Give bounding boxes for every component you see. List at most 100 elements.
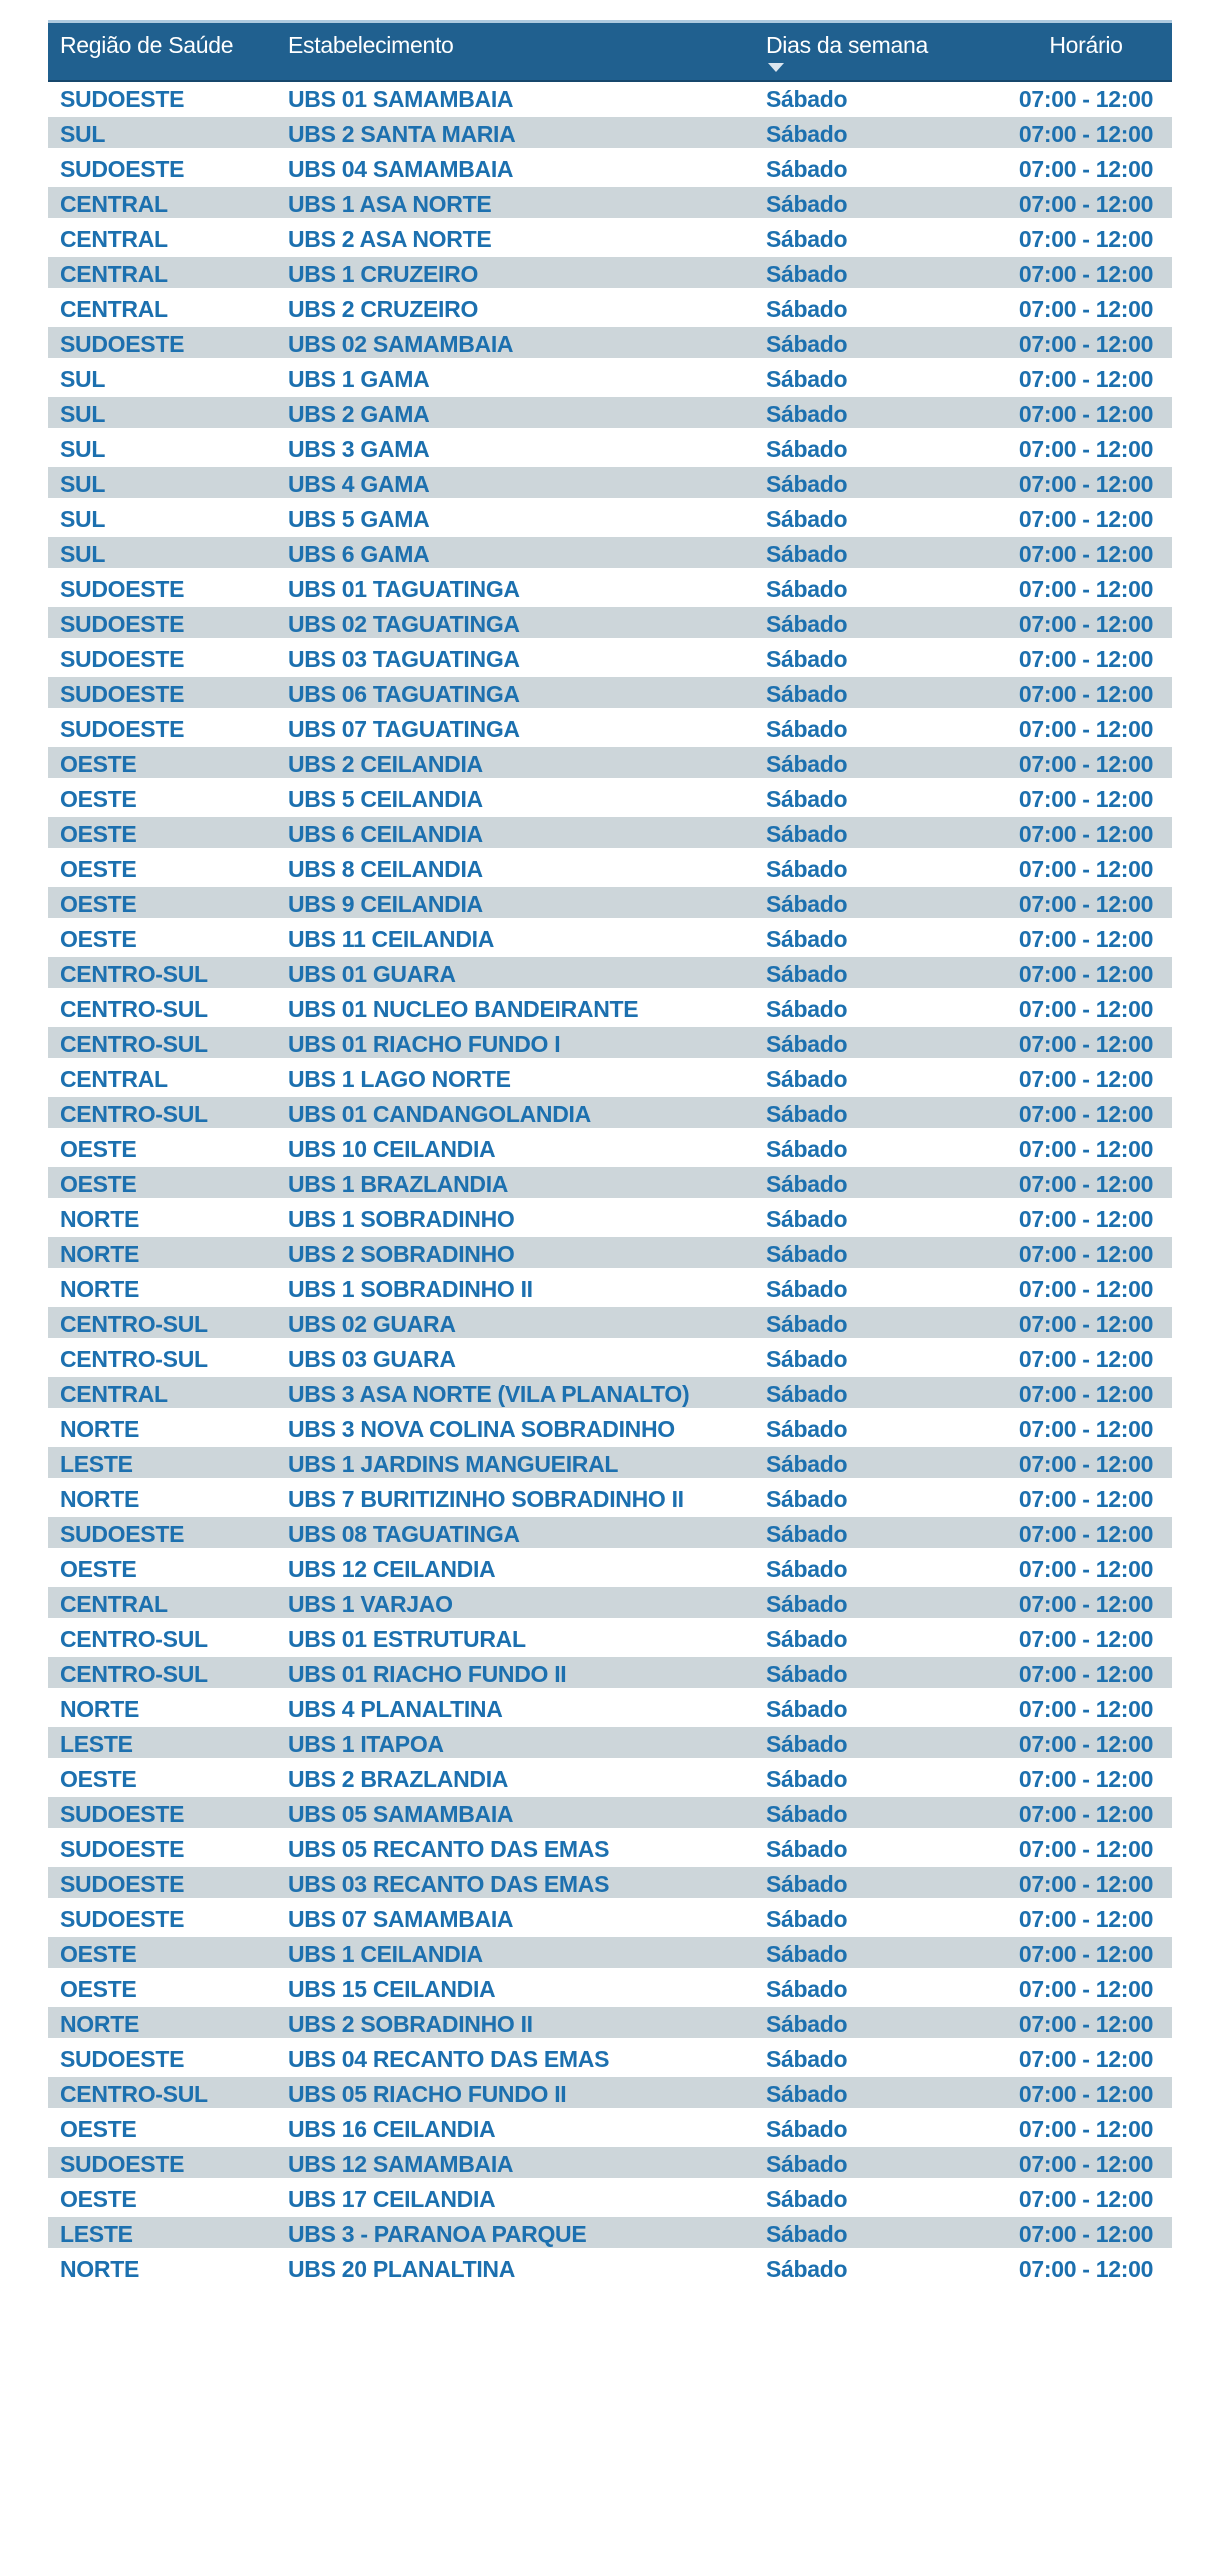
cell-estabelecimento: UBS 11 CEILANDIA <box>288 926 495 952</box>
table-row[interactable]: SUL UBS 6 GAMA Sábado 07:00 - 12:00 <box>48 537 1172 572</box>
table-row[interactable]: OESTE UBS 1 CEILANDIA Sábado 07:00 - 12:00 <box>48 1937 1172 1972</box>
table-row[interactable]: OESTE UBS 15 CEILANDIA Sábado 07:00 - 12:00 <box>48 1972 1172 2007</box>
table-row[interactable]: SUDOESTE UBS 04 SAMAMBAIA Sábado 07:00 - 12… <box>48 152 1172 187</box>
table-row[interactable]: CENTRAL UBS 1 CRUZEIRO Sábado 07:00 - 12:00 <box>48 257 1172 292</box>
table-row[interactable]: CENTRO-SUL UBS 01 RIACHO FUNDO I Sábado 07:… <box>48 1027 1172 1062</box>
cell-horario: 07:00 - 12:00 <box>1018 1206 1154 1232</box>
table-row[interactable]: CENTRO-SUL UBS 01 NUCLEO BANDEIRANTE Sábad… <box>48 992 1172 1027</box>
cell-regiao-de-saude: SUDOESTE <box>60 86 185 112</box>
cell-dias-da-semana: Sábado <box>766 926 848 952</box>
cell-horario: 07:00 - 12:00 <box>1018 1731 1154 1757</box>
cell-horario: 07:00 - 12:00 <box>1018 2081 1154 2107</box>
table-row[interactable]: OESTE UBS 10 CEILANDIA Sábado 07:00 - 12:00 <box>48 1132 1172 1167</box>
cell-regiao-de-saude: CENTRAL <box>60 296 168 322</box>
column-header-dias-da-semana[interactable]: Dias da semana <box>754 23 1000 80</box>
table-row[interactable]: CENTRAL UBS 3 ASA NORTE (VILA PLANALTO) Sá… <box>48 1377 1172 1412</box>
cell-dias-da-semana: Sábado <box>766 2221 848 2247</box>
table-row[interactable]: CENTRO-SUL UBS 05 RIACHO FUNDO II Sábado 07… <box>48 2077 1172 2112</box>
table-row[interactable]: OESTE UBS 2 CEILANDIA Sábado 07:00 - 12:00 <box>48 747 1172 782</box>
table-row[interactable]: SUDOESTE UBS 02 TAGUATINGA Sábado 07:00 - 1… <box>48 607 1172 642</box>
cell-horario: 07:00 - 12:00 <box>1018 121 1154 147</box>
table-row[interactable]: SUL UBS 2 GAMA Sábado 07:00 - 12:00 <box>48 397 1172 432</box>
cell-estabelecimento: UBS 01 SAMAMBAIA <box>288 86 514 112</box>
cell-regiao-de-saude: CENTRAL <box>60 191 168 217</box>
table-row[interactable]: SUDOESTE UBS 06 TAGUATINGA Sábado 07:00 - 1… <box>48 677 1172 712</box>
table-row[interactable]: NORTE UBS 1 SOBRADINHO Sábado 07:00 - 12:00 <box>48 1202 1172 1237</box>
table-row[interactable]: SUL UBS 1 GAMA Sábado 07:00 - 12:00 <box>48 362 1172 397</box>
cell-estabelecimento: UBS 5 CEILANDIA <box>288 786 483 812</box>
table-row[interactable]: SUDOESTE UBS 07 SAMAMBAIA Sábado 07:00 - 12… <box>48 1902 1172 1937</box>
table-row[interactable]: OESTE UBS 8 CEILANDIA Sábado 07:00 - 12:00 <box>48 852 1172 887</box>
cell-regiao-de-saude: OESTE <box>60 1556 137 1582</box>
sort-descending-icon <box>768 63 784 72</box>
table-row[interactable]: CENTRO-SUL UBS 02 GUARA Sábado 07:00 - 12:0… <box>48 1307 1172 1342</box>
table-row[interactable]: OESTE UBS 6 CEILANDIA Sábado 07:00 - 12:00 <box>48 817 1172 852</box>
table-row[interactable]: SUDOESTE UBS 01 SAMAMBAIA Sábado 07:00 - 12… <box>48 82 1172 117</box>
table-row[interactable]: SUDOESTE UBS 02 SAMAMBAIA Sábado 07:00 - 12… <box>48 327 1172 362</box>
table-row[interactable]: CENTRO-SUL UBS 01 RIACHO FUNDO II Sábado 07… <box>48 1657 1172 1692</box>
cell-horario: 07:00 - 12:00 <box>1018 191 1154 217</box>
cell-estabelecimento: UBS 06 TAGUATINGA <box>288 681 520 707</box>
table-row[interactable]: OESTE UBS 16 CEILANDIA Sábado 07:00 - 12:00 <box>48 2112 1172 2147</box>
table-row[interactable]: SUDOESTE UBS 05 SAMAMBAIA Sábado 07:00 - 12… <box>48 1797 1172 1832</box>
column-header-regiao-de-saude[interactable]: Região de Saúde <box>48 23 276 80</box>
table-row[interactable]: SUL UBS 2 SANTA MARIA Sábado 07:00 - 12:00 <box>48 117 1172 152</box>
cell-estabelecimento: UBS 02 GUARA <box>288 1311 456 1337</box>
table-row[interactable]: LESTE UBS 1 ITAPOA Sábado 07:00 - 12:00 <box>48 1727 1172 1762</box>
cell-estabelecimento: UBS 4 PLANALTINA <box>288 1696 503 1722</box>
table-row[interactable]: CENTRAL UBS 1 VARJAO Sábado 07:00 - 12:00 <box>48 1587 1172 1622</box>
cell-estabelecimento: UBS 07 TAGUATINGA <box>288 716 520 742</box>
table-row[interactable]: OESTE UBS 11 CEILANDIA Sábado 07:00 - 12:00 <box>48 922 1172 957</box>
table-row[interactable]: SUL UBS 5 GAMA Sábado 07:00 - 12:00 <box>48 502 1172 537</box>
table-row[interactable]: NORTE UBS 7 BURITIZINHO SOBRADINHO II Sába… <box>48 1482 1172 1517</box>
table-row[interactable]: CENTRAL UBS 1 LAGO NORTE Sábado 07:00 - 12:… <box>48 1062 1172 1097</box>
table-row[interactable]: CENTRO-SUL UBS 03 GUARA Sábado 07:00 - 12:0… <box>48 1342 1172 1377</box>
table-row[interactable]: SUL UBS 4 GAMA Sábado 07:00 - 12:00 <box>48 467 1172 502</box>
table-row[interactable]: CENTRO-SUL UBS 01 ESTRUTURAL Sábado 07:00 -… <box>48 1622 1172 1657</box>
table-row[interactable]: NORTE UBS 2 SOBRADINHO II Sábado 07:00 - 12… <box>48 2007 1172 2042</box>
table-row[interactable]: NORTE UBS 4 PLANALTINA Sábado 07:00 - 12:00 <box>48 1692 1172 1727</box>
table-row[interactable]: SUDOESTE UBS 08 TAGUATINGA Sábado 07:00 - 1… <box>48 1517 1172 1552</box>
table-row[interactable]: NORTE UBS 2 SOBRADINHO Sábado 07:00 - 12:00 <box>48 1237 1172 1272</box>
cell-horario: 07:00 - 12:00 <box>1018 1416 1154 1442</box>
table-row[interactable]: LESTE UBS 3 - PARANOA PARQUE Sábado 07:00 -… <box>48 2217 1172 2252</box>
cell-estabelecimento: UBS 2 SANTA MARIA <box>288 121 516 147</box>
ubs-schedule-table: Região de Saúde Estabelecimento Dias da … <box>48 20 1172 2287</box>
table-row[interactable]: SUL UBS 3 GAMA Sábado 07:00 - 12:00 <box>48 432 1172 467</box>
column-header-horario[interactable]: Horário <box>1000 23 1172 80</box>
cell-dias-da-semana: Sábado <box>766 1696 848 1722</box>
table-row[interactable]: CENTRAL UBS 2 ASA NORTE Sábado 07:00 - 12:0… <box>48 222 1172 257</box>
table-row[interactable]: OESTE UBS 17 CEILANDIA Sábado 07:00 - 12:00 <box>48 2182 1172 2217</box>
cell-horario: 07:00 - 12:00 <box>1018 786 1154 812</box>
cell-horario: 07:00 - 12:00 <box>1018 996 1154 1022</box>
cell-horario: 07:00 - 12:00 <box>1018 2046 1154 2072</box>
table-row[interactable]: CENTRO-SUL UBS 01 GUARA Sábado 07:00 - 12:0… <box>48 957 1172 992</box>
table-row[interactable]: OESTE UBS 2 BRAZLANDIA Sábado 07:00 - 12:00 <box>48 1762 1172 1797</box>
cell-estabelecimento: UBS 01 NUCLEO BANDEIRANTE <box>288 996 639 1022</box>
table-row[interactable]: NORTE UBS 20 PLANALTINA Sábado 07:00 - 12:0… <box>48 2252 1172 2287</box>
table-row[interactable]: OESTE UBS 12 CEILANDIA Sábado 07:00 - 12:00 <box>48 1552 1172 1587</box>
cell-regiao-de-saude: CENTRO-SUL <box>60 1031 208 1057</box>
table-row[interactable]: SUDOESTE UBS 12 SAMAMBAIA Sábado 07:00 - 12… <box>48 2147 1172 2182</box>
cell-horario: 07:00 - 12:00 <box>1018 1031 1154 1057</box>
column-header-estabelecimento[interactable]: Estabelecimento <box>276 23 754 80</box>
table-row[interactable]: SUDOESTE UBS 04 RECANTO DAS EMAS Sábado 07:… <box>48 2042 1172 2077</box>
table-row[interactable]: SUDOESTE UBS 05 RECANTO DAS EMAS Sábado 07:… <box>48 1832 1172 1867</box>
table-row[interactable]: OESTE UBS 5 CEILANDIA Sábado 07:00 - 12:00 <box>48 782 1172 817</box>
cell-estabelecimento: UBS 1 JARDINS MANGUEIRAL <box>288 1451 619 1477</box>
table-row[interactable]: OESTE UBS 1 BRAZLANDIA Sábado 07:00 - 12:00 <box>48 1167 1172 1202</box>
table-row[interactable]: CENTRAL UBS 2 CRUZEIRO Sábado 07:00 - 12:00 <box>48 292 1172 327</box>
table-row[interactable]: LESTE UBS 1 JARDINS MANGUEIRAL Sábado 07:00… <box>48 1447 1172 1482</box>
table-row[interactable]: NORTE UBS 3 NOVA COLINA SOBRADINHO Sábado 0… <box>48 1412 1172 1447</box>
table-row[interactable]: SUDOESTE UBS 03 TAGUATINGA Sábado 07:00 - 1… <box>48 642 1172 677</box>
column-header-label: Estabelecimento <box>288 32 454 58</box>
cell-dias-da-semana: Sábado <box>766 1451 848 1477</box>
table-row[interactable]: CENTRO-SUL UBS 01 CANDANGOLANDIA Sábado 07:… <box>48 1097 1172 1132</box>
table-row[interactable]: OESTE UBS 9 CEILANDIA Sábado 07:00 - 12:00 <box>48 887 1172 922</box>
cell-regiao-de-saude: CENTRAL <box>60 261 168 287</box>
table-row[interactable]: SUDOESTE UBS 07 TAGUATINGA Sábado 07:00 - 1… <box>48 712 1172 747</box>
table-row[interactable]: SUDOESTE UBS 01 TAGUATINGA Sábado 07:00 - 1… <box>48 572 1172 607</box>
table-row[interactable]: SUDOESTE UBS 03 RECANTO DAS EMAS Sábado 07:… <box>48 1867 1172 1902</box>
table-row[interactable]: NORTE UBS 1 SOBRADINHO II Sábado 07:00 - 12… <box>48 1272 1172 1307</box>
table-row[interactable]: CENTRAL UBS 1 ASA NORTE Sábado 07:00 - 12:0… <box>48 187 1172 222</box>
